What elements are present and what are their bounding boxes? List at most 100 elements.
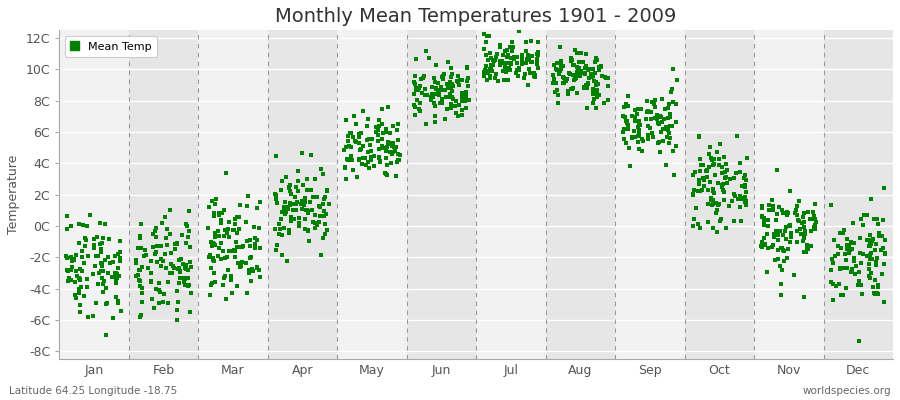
Point	[523, 70, 537, 76]
Point	[227, 247, 241, 253]
Point	[289, 184, 303, 191]
Point	[840, 236, 854, 242]
Point	[754, 214, 769, 220]
Point	[86, 245, 101, 251]
Point	[170, 240, 184, 247]
Point	[178, 240, 193, 246]
Point	[853, 282, 868, 289]
Point	[559, 78, 573, 84]
Point	[94, 268, 109, 274]
Point	[250, 265, 265, 271]
Point	[621, 102, 635, 109]
Point	[108, 253, 122, 260]
Point	[577, 84, 591, 90]
Point	[277, 206, 292, 212]
Point	[662, 111, 677, 118]
Point	[145, 296, 159, 302]
Point	[524, 38, 538, 44]
Point	[282, 227, 296, 234]
Point	[459, 92, 473, 99]
Point	[825, 281, 840, 288]
Point	[483, 67, 498, 73]
Point	[852, 250, 867, 256]
Point	[163, 207, 177, 213]
Point	[419, 92, 434, 98]
Point	[625, 134, 639, 140]
Point	[311, 218, 326, 225]
Point	[768, 257, 782, 264]
Point	[446, 96, 460, 102]
Point	[854, 260, 868, 267]
Point	[202, 292, 217, 298]
Point	[92, 270, 106, 276]
Point	[173, 275, 187, 282]
Point	[565, 85, 580, 91]
Point	[845, 246, 859, 252]
Point	[618, 101, 633, 107]
Point	[564, 58, 579, 64]
Point	[504, 60, 518, 66]
Point	[317, 208, 331, 214]
Point	[167, 246, 182, 252]
Point	[621, 124, 635, 131]
Point	[455, 112, 470, 118]
Point	[707, 161, 722, 167]
Point	[205, 198, 220, 204]
Point	[490, 54, 504, 60]
Point	[807, 216, 822, 222]
Point	[852, 268, 867, 275]
Point	[441, 84, 455, 91]
Point	[79, 223, 94, 229]
Point	[304, 207, 319, 214]
Point	[212, 212, 227, 218]
Point	[770, 211, 785, 218]
Point	[590, 55, 604, 61]
Point	[665, 86, 680, 92]
Point	[284, 214, 298, 220]
Point	[249, 264, 264, 270]
Point	[354, 129, 368, 136]
Point	[444, 84, 458, 90]
Point	[344, 156, 358, 163]
Point	[594, 63, 608, 70]
Point	[147, 304, 161, 311]
Point	[730, 132, 744, 139]
Point	[149, 234, 164, 240]
Point	[757, 222, 771, 228]
Point	[872, 230, 886, 236]
Point	[451, 73, 465, 80]
Point	[148, 251, 162, 257]
Point	[669, 101, 683, 108]
Bar	[407, 30, 476, 359]
Point	[493, 58, 508, 64]
Point	[844, 269, 859, 276]
Point	[308, 224, 322, 231]
Point	[864, 250, 878, 257]
Point	[791, 198, 806, 204]
Point	[739, 202, 753, 209]
Point	[780, 212, 795, 218]
Point	[733, 196, 747, 202]
Point	[771, 204, 786, 210]
Point	[738, 194, 752, 200]
Point	[88, 253, 103, 259]
Point	[350, 174, 365, 180]
Point	[62, 274, 77, 281]
Point	[847, 258, 861, 264]
Point	[164, 250, 178, 256]
Point	[638, 116, 652, 122]
Point	[458, 98, 473, 104]
Point	[86, 242, 101, 248]
Point	[769, 216, 783, 223]
Point	[644, 109, 658, 116]
Point	[301, 228, 315, 234]
Point	[665, 98, 680, 105]
Bar	[129, 30, 198, 359]
Point	[232, 264, 247, 270]
Point	[379, 126, 393, 132]
Point	[586, 73, 600, 80]
Point	[93, 220, 107, 226]
Point	[737, 175, 751, 181]
Point	[662, 130, 676, 136]
Point	[722, 203, 736, 209]
